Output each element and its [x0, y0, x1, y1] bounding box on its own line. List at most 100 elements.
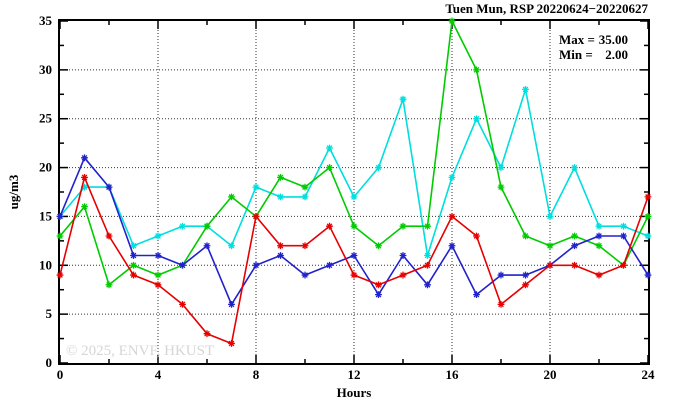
data-point-cyan	[179, 222, 186, 230]
data-point-red	[277, 242, 284, 250]
data-point-blue	[350, 252, 358, 259]
data-point-green	[203, 222, 211, 230]
data-point-cyan	[81, 183, 88, 191]
data-point-blue	[56, 213, 64, 220]
data-point-red	[81, 173, 88, 181]
data-point-green	[81, 203, 88, 211]
data-point-red	[473, 232, 480, 240]
data-point-green	[301, 183, 309, 191]
data-point-blue	[375, 291, 382, 298]
data-point-cyan	[277, 193, 284, 201]
data-point-cyan	[326, 144, 333, 152]
data-point-red	[644, 193, 652, 201]
x-tick-label: 4	[155, 367, 162, 382]
data-point-green	[56, 232, 64, 240]
data-point-blue	[571, 242, 578, 250]
data-point-green	[105, 281, 113, 289]
data-point-green	[571, 232, 578, 240]
data-point-cyan	[644, 232, 652, 240]
y-tick-label: 20	[39, 160, 52, 175]
x-tick-label: 8	[253, 367, 260, 382]
data-point-red	[620, 261, 627, 269]
data-point-green	[473, 66, 480, 74]
data-point-blue	[252, 261, 260, 269]
x-tick-label: 24	[642, 367, 656, 382]
data-point-blue	[620, 232, 627, 240]
data-point-red	[375, 281, 382, 289]
data-point-green	[448, 17, 456, 25]
data-point-green	[424, 222, 431, 230]
data-point-green	[277, 173, 284, 181]
data-point-cyan	[473, 115, 480, 123]
data-point-cyan	[448, 173, 456, 181]
data-point-green	[595, 242, 603, 250]
data-point-cyan	[399, 95, 407, 103]
data-point-blue	[644, 271, 652, 279]
y-tick-label: 5	[46, 306, 53, 321]
x-tick-label: 16	[446, 367, 460, 382]
data-point-blue	[277, 252, 284, 259]
data-point-green	[375, 242, 382, 250]
data-point-red	[301, 242, 309, 250]
data-point-red	[595, 271, 603, 279]
y-tick-label: 0	[46, 355, 53, 370]
data-point-red	[252, 213, 260, 220]
data-point-blue	[203, 242, 211, 250]
data-point-green	[130, 261, 137, 269]
data-point-red	[105, 232, 113, 240]
y-tick-label: 30	[39, 62, 52, 77]
x-axis-title: Hours	[337, 385, 372, 400]
data-point-red	[326, 222, 333, 230]
data-point-blue	[301, 271, 309, 279]
data-point-green	[326, 164, 333, 171]
data-point-blue	[228, 300, 235, 308]
plot-area: 0 4 8 12 16 20 24 0 5 10 15 20 25 30 35	[39, 13, 655, 382]
data-point-green	[644, 213, 652, 220]
data-point-red	[179, 300, 186, 308]
data-point-red	[228, 340, 235, 347]
data-point-cyan	[522, 86, 529, 93]
x-tick-label: 0	[57, 367, 64, 382]
data-point-blue	[595, 232, 603, 240]
chart-title: Tuen Mun, RSP 20220624−20220627	[445, 1, 648, 16]
data-point-blue	[179, 261, 186, 269]
data-point-red	[522, 281, 529, 289]
data-point-green	[522, 232, 529, 240]
data-point-red	[571, 261, 578, 269]
data-point-blue	[105, 183, 113, 191]
watermark: © 2025, ENVF, HKUST	[66, 343, 214, 359]
data-point-green	[546, 242, 554, 250]
data-point-cyan	[375, 164, 382, 171]
data-point-blue	[424, 281, 431, 289]
data-point-cyan	[154, 232, 162, 240]
data-point-cyan	[130, 242, 137, 250]
data-point-blue	[154, 252, 162, 259]
data-point-red	[399, 271, 407, 279]
data-point-cyan	[228, 242, 235, 250]
data-point-cyan	[571, 164, 578, 171]
data-point-red	[546, 261, 554, 269]
legend-min-label: Min =	[559, 47, 593, 62]
data-point-red	[497, 300, 505, 308]
data-point-cyan	[350, 193, 358, 201]
data-point-green	[497, 183, 505, 191]
data-point-blue	[326, 261, 333, 269]
data-point-red	[203, 330, 211, 338]
data-point-blue	[399, 252, 407, 259]
y-tick-label: 15	[39, 208, 53, 223]
x-tick-label: 20	[544, 367, 557, 382]
data-point-green	[350, 222, 358, 230]
data-point-red	[130, 271, 137, 279]
data-point-cyan	[424, 252, 431, 259]
data-point-green	[154, 271, 162, 279]
data-point-cyan	[497, 164, 505, 171]
legend-max-value: 35.00	[599, 32, 628, 47]
data-point-blue	[448, 242, 456, 250]
y-axis-title: ug/m3	[6, 174, 21, 209]
data-point-cyan	[595, 222, 603, 230]
data-point-blue	[130, 252, 137, 259]
legend-max-label: Max =	[559, 32, 595, 47]
data-point-red	[56, 271, 64, 279]
